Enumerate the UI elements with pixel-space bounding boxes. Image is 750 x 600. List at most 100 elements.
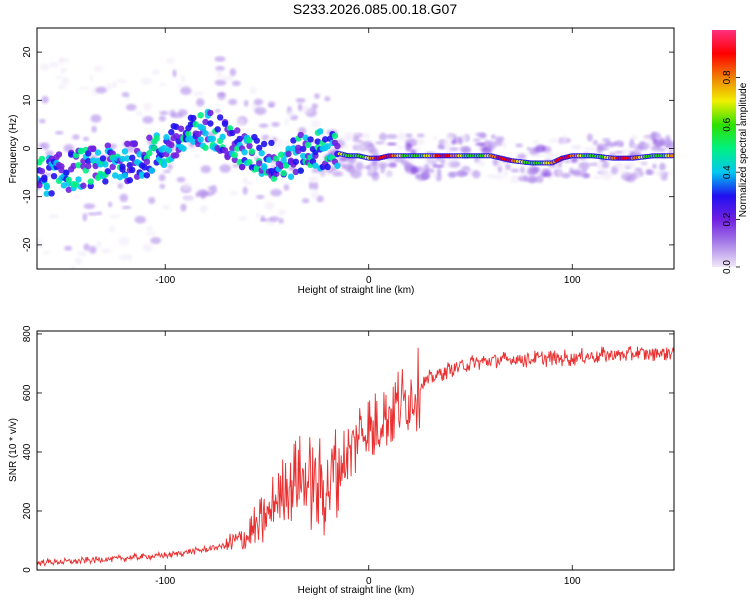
- y-tick-label: 0: [22, 145, 33, 151]
- spectrogram-cell: [578, 161, 590, 170]
- spectrogram-cell: [40, 63, 50, 71]
- spectrogram-cell: [58, 56, 64, 65]
- spectrogram-cell: [134, 215, 146, 224]
- spectrogram-cell: [70, 162, 77, 170]
- spectrogram-cell: [490, 134, 496, 140]
- spectrogram-cell: [271, 121, 280, 127]
- spectrogram-cell: [231, 151, 239, 159]
- spectrogram-cell: [308, 177, 316, 182]
- spectrogram-cell: [285, 145, 292, 152]
- spectrogram-cell: [642, 136, 652, 141]
- spectrogram-cell: [163, 134, 170, 141]
- spectrogram-cell: [597, 147, 610, 151]
- spectrogram-x-label: Height of straight line (km): [298, 285, 415, 296]
- spectrogram-cell: [260, 164, 268, 171]
- spectrogram-cell: [304, 141, 312, 149]
- spectrogram-cell: [108, 225, 115, 233]
- spectrogram-cell: [253, 137, 260, 144]
- spectrogram-cell: [637, 142, 650, 151]
- spectrogram-cell: [173, 132, 180, 140]
- spectrogram-cell: [100, 248, 112, 254]
- spectrogram-cell: [414, 147, 421, 152]
- spectrogram-cell: [143, 102, 152, 112]
- spectrogram-cell: [350, 169, 362, 179]
- spectrogram-cell: [448, 172, 456, 179]
- spectrogram-cell: [207, 109, 214, 117]
- spectrogram-cell: [226, 125, 234, 132]
- spectrogram-cell: [64, 245, 73, 251]
- spectrogram-cell: [393, 157, 405, 163]
- spectrogram-cell: [440, 158, 446, 165]
- spectrogram-cell: [472, 170, 481, 179]
- spectrogram-cell: [255, 212, 261, 219]
- spectrogram-cell: [67, 151, 75, 158]
- spectrogram-cell: [436, 167, 442, 176]
- spectrogram-cell: [77, 148, 85, 155]
- spectrogram-cell: [121, 148, 129, 155]
- spectrogram-cell: [99, 155, 107, 162]
- x-tick-label: -100: [155, 576, 175, 587]
- spectrogram-cell: [207, 120, 214, 127]
- spectrogram-cell: [229, 191, 238, 196]
- spectrogram-cell: [280, 156, 287, 164]
- spectrogram-cell: [416, 133, 425, 138]
- spectrogram-cell: [255, 194, 265, 200]
- y-tick-label: 200: [22, 502, 33, 519]
- spectrogram-cell: [121, 205, 132, 210]
- spectrogram-cell: [665, 141, 674, 150]
- spectrogram-cell: [168, 141, 175, 149]
- spectrogram-cell: [334, 162, 341, 169]
- spectrogram-cell: [375, 141, 385, 145]
- spectrogram-cell: [129, 154, 136, 162]
- spectrogram-cell: [236, 118, 245, 127]
- spectrogram-cell: [102, 161, 109, 168]
- spectrogram-cell: [167, 163, 173, 170]
- snr-x-ticks: -100 0 100: [155, 331, 581, 587]
- spectrogram-cell: [586, 146, 597, 152]
- spectrogram-cell: [55, 151, 63, 158]
- spectrogram-cell: [38, 167, 46, 175]
- spectrogram-cell: [58, 166, 65, 174]
- colorbar-tick-label: 0.6: [722, 117, 733, 131]
- spectrogram-cell: [109, 163, 116, 171]
- spectrogram-cell: [117, 183, 124, 189]
- spectrogram-cell: [168, 129, 175, 136]
- spectrogram-cell: [258, 123, 269, 128]
- spectrogram-cell: [158, 115, 166, 122]
- spectrogram-cell: [82, 213, 88, 222]
- spectrogram-cell: [270, 175, 278, 182]
- spectrogram-cell: [519, 166, 525, 174]
- spectrogram-cell: [162, 204, 171, 210]
- spectrogram-cell: [600, 170, 613, 180]
- spectrogram-cell: [75, 276, 80, 280]
- spectrogram-cell: [75, 162, 82, 169]
- spectrogram-cell: [308, 181, 315, 190]
- spectrogram-cell: [159, 110, 169, 116]
- spectrogram-cell: [231, 80, 241, 87]
- spectrogram-cell: [321, 136, 329, 143]
- spectrogram-cell: [204, 191, 214, 197]
- spectrogram-cell: [272, 137, 278, 142]
- spectrogram-cell: [377, 162, 389, 169]
- spectrogram-cell: [559, 138, 568, 145]
- spectrogram-cell: [369, 165, 375, 175]
- spectrogram-cell: [290, 137, 297, 144]
- spectrogram-cell: [85, 162, 92, 170]
- spectrogram-cell: [249, 86, 257, 94]
- spectrogram-cell: [126, 176, 134, 184]
- spectrogram-cell: [657, 147, 666, 152]
- spectrogram-cell: [611, 165, 619, 175]
- spectrogram-cell: [180, 203, 187, 212]
- spectrogram-cell: [138, 172, 146, 179]
- x-tick-label: 0: [366, 576, 372, 587]
- spectrogram-cell: [611, 142, 619, 147]
- spectrogram-cell: [641, 160, 648, 168]
- spectrogram-cell: [287, 173, 295, 180]
- spectrogram-cell: [245, 180, 254, 185]
- spectrogram-cell: [190, 138, 197, 145]
- spectrogram-cell: [141, 164, 148, 171]
- spectrogram-cell: [368, 143, 374, 148]
- spectrogram-cell: [301, 198, 310, 204]
- spectrogram-cell: [229, 68, 237, 77]
- spectrogram-cell: [219, 164, 231, 173]
